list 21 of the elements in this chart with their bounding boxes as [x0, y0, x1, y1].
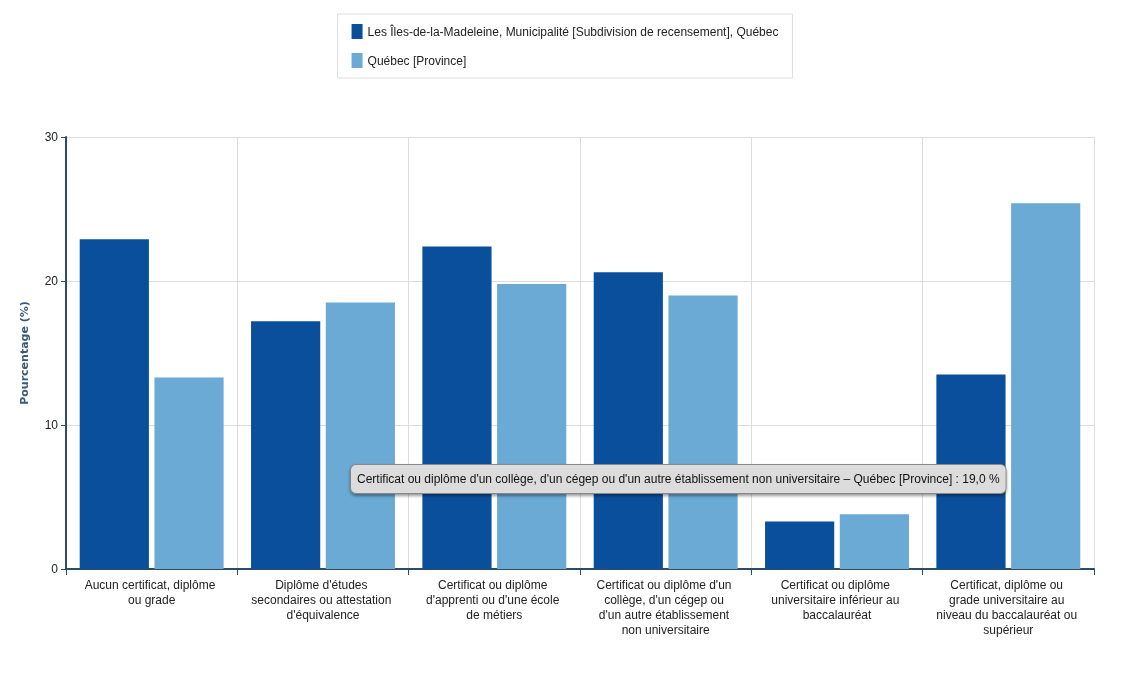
bar: [1011, 203, 1081, 569]
bar: [839, 514, 909, 569]
y-tick-label: 10: [44, 418, 59, 432]
bar: [79, 239, 149, 569]
annotation: Certificat ou diplôme d'un collège, d'un cégep ou d'un autre établissement non universitaire – Québec [Province] : 19,0 %: [357, 472, 1000, 486]
x-tick-label: Certificat, diplôme ou grade universitaire au niveau du baccalauréat ou supérieur: [936, 577, 1081, 637]
x-tick-label: Diplôme d'études secondaires ou attestation d'équivalence: [251, 577, 395, 622]
y-tick-label: 0: [51, 562, 59, 576]
y-axis-title: Pourcentage (%): [18, 301, 31, 405]
bar: [765, 521, 835, 569]
x-tick-label: Aucun certificat, diplôme ou grade: [84, 577, 219, 607]
bar: [422, 246, 492, 569]
legend-label: Les Îles-de-la-Madeleine, Municipalité [Subdivision de recensement], Québec: [367, 23, 779, 39]
y-tick-label: 20: [44, 274, 59, 288]
x-tick-label: Certificat ou diplôme d'apprenti ou d'une école de métiers: [425, 577, 563, 622]
y-tick-label: 30: [44, 130, 59, 144]
legend-label: Québec [Province]: [367, 53, 467, 68]
x-tick-label: Certificat ou diplôme d'un collège, d'un cégep ou d'un autre établissement non universitaire: [596, 577, 735, 637]
bar: [154, 377, 224, 569]
bar: [251, 321, 321, 569]
x-tick-label: Certificat ou diplôme universitaire inférieur au baccalauréat: [771, 577, 903, 622]
